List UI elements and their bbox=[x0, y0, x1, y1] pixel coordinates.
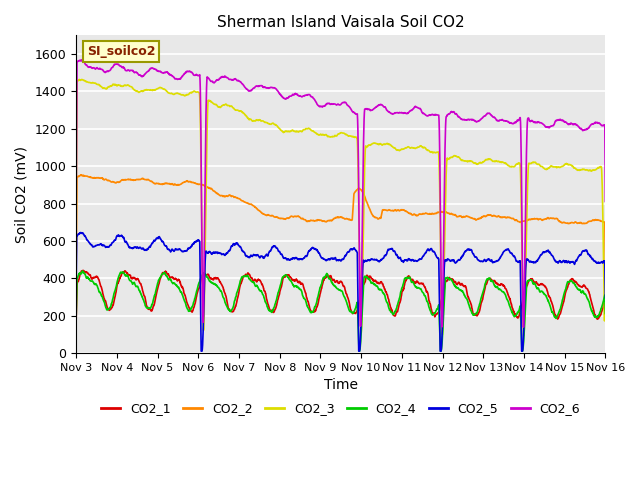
Y-axis label: Soil CO2 (mV): Soil CO2 (mV) bbox=[15, 145, 29, 243]
Text: SI_soilco2: SI_soilco2 bbox=[87, 45, 156, 58]
X-axis label: Time: Time bbox=[324, 378, 358, 392]
Title: Sherman Island Vaisala Soil CO2: Sherman Island Vaisala Soil CO2 bbox=[217, 15, 465, 30]
Legend: CO2_1, CO2_2, CO2_3, CO2_4, CO2_5, CO2_6: CO2_1, CO2_2, CO2_3, CO2_4, CO2_5, CO2_6 bbox=[97, 397, 585, 420]
